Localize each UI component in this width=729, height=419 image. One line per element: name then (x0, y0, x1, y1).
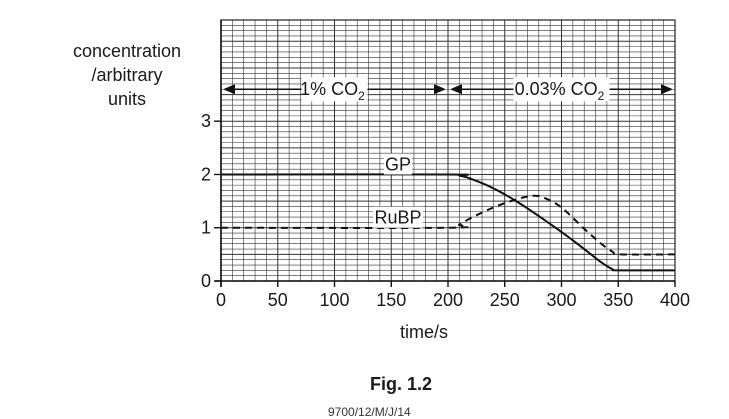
series-label-background (373, 206, 423, 228)
x-tick-label: 0 (216, 290, 226, 310)
y-tick-label: 3 (201, 111, 211, 131)
range-label: 0.03% CO2 (515, 79, 605, 103)
arrow-head-right (661, 84, 673, 95)
range-label: 1% CO2 (300, 79, 365, 103)
x-tick-label: 200 (433, 290, 463, 310)
y-tick-label: 1 (201, 218, 211, 238)
y-axis-label-line: /arbitrary (91, 65, 163, 85)
y-tick-label: 2 (201, 164, 211, 184)
y-tick-label: 0 (201, 271, 211, 291)
series-label-background (384, 153, 412, 175)
x-tick-label: 50 (268, 290, 288, 310)
grid (220, 19, 676, 282)
series-label-gp: GP (385, 154, 411, 174)
page-footer: 9700/12/M/J/14 (328, 405, 411, 419)
y-axis-label-line: concentration (72, 41, 182, 61)
series-label-rubp: RuBP (374, 208, 421, 228)
series-line-gp (220, 173, 676, 272)
range-label-background (513, 77, 610, 102)
figure-caption: Fig. 1.2 (370, 374, 433, 394)
axes: 0 50 100 150 200 250 300 350 400 0 1 2 3 (201, 20, 690, 310)
series (220, 173, 676, 272)
arrow-head-left (223, 84, 235, 95)
series-line-rubp (220, 194, 676, 256)
x-tick-label: 150 (376, 290, 406, 310)
x-tick-label: 300 (546, 290, 576, 310)
arrow-head-left (450, 84, 462, 95)
x-tick-label: 400 (660, 290, 690, 310)
x-tick-label: 100 (319, 290, 349, 310)
arrow-head-right (434, 84, 446, 95)
x-tick-label: 350 (603, 290, 633, 310)
x-tick-label: 250 (490, 290, 520, 310)
annotations: GP RuBP 1% CO2 0.03% CO2 (223, 77, 673, 228)
y-axis-label: concentration /arbitrary units (52, 39, 202, 111)
x-axis-label: time/s (400, 322, 449, 342)
y-axis-label-line: units (107, 89, 147, 109)
range-label-background (301, 77, 368, 102)
